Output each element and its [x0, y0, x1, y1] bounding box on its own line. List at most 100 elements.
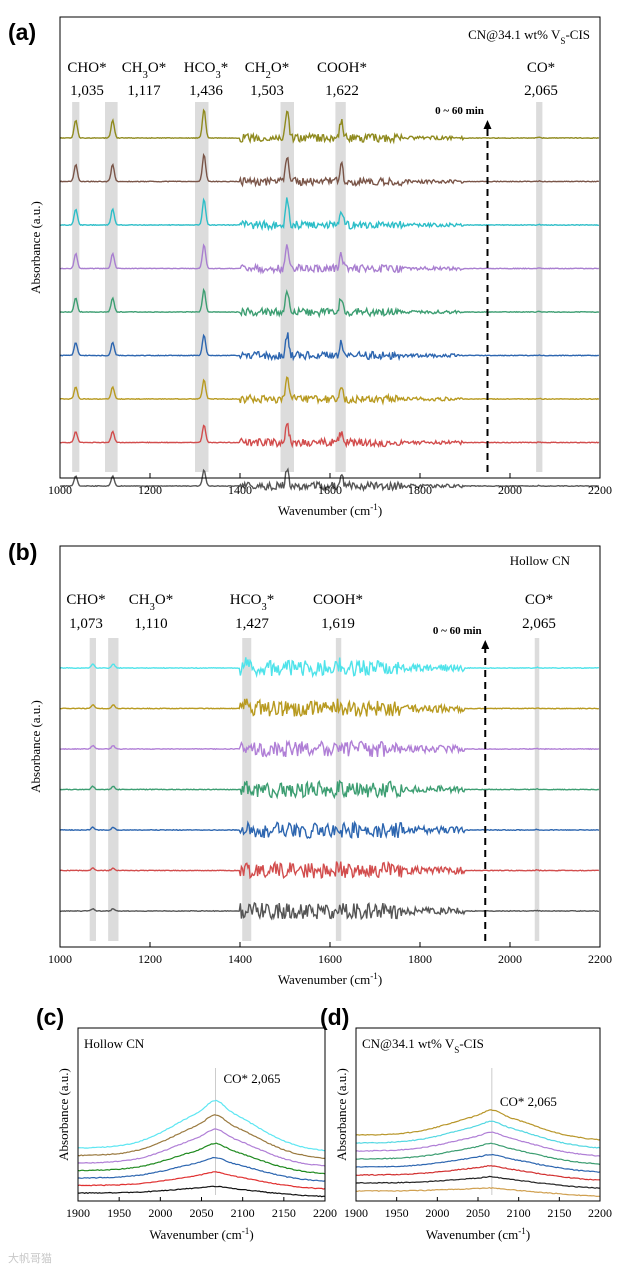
x-tick-label: 2150 — [547, 1206, 571, 1220]
peak-name-part: 3 — [143, 70, 148, 81]
panel-title: CN@34.1 wt% VS-CIS — [468, 27, 590, 46]
peak-band — [242, 638, 252, 941]
co-annotation: CO* 2,065 — [223, 1071, 280, 1086]
panel-label: (d) — [320, 1004, 349, 1030]
peak-name-part: CO* — [525, 592, 553, 608]
spectrum-line — [59, 820, 600, 840]
x-axis-label-part: ) — [526, 1227, 530, 1242]
peak-name-part: O* — [155, 592, 173, 608]
x-tick-label: 1000 — [48, 952, 72, 966]
spectrum-line — [355, 1109, 600, 1141]
peak-name-part: O* — [271, 60, 289, 76]
x-axis-label-part: -1 — [370, 971, 378, 981]
spectrum-line — [355, 1175, 600, 1189]
peak-name-part: O* — [148, 60, 166, 76]
panel-title: Hollow CN — [84, 1036, 145, 1051]
x-axis-label: Wavenumber (cm-1) — [278, 502, 382, 518]
x-tick-label: 1400 — [228, 952, 252, 966]
peak-name-part: COOH* — [313, 592, 363, 608]
peak-position: 1,503 — [250, 83, 284, 99]
panel-label: (c) — [36, 1004, 64, 1030]
panel-a: 1000 1200 1400 1600 1800 2000 2200 Wavenumber (… — [8, 16, 612, 518]
spectrum-line — [77, 1099, 326, 1152]
peak-name-part: HCO — [184, 60, 216, 76]
peak-name-part: CHO* — [67, 60, 106, 76]
spectrum-line — [355, 1142, 601, 1165]
peak-position: 1,436 — [189, 83, 223, 99]
peak-band — [72, 102, 80, 472]
spectrum-line — [59, 467, 599, 493]
panel-title-part: -CIS — [565, 27, 590, 42]
x-axis-label-part: ) — [249, 1227, 253, 1242]
x-axis-label-part: -1 — [242, 1226, 250, 1236]
y-axis-label: Absorbance (a.u.) — [56, 1068, 71, 1161]
x-axis-label-part: -1 — [518, 1226, 526, 1236]
peak-band — [280, 102, 294, 472]
x-tick-label: 2050 — [190, 1206, 214, 1220]
x-tick-label: 1000 — [48, 483, 72, 497]
x-tick-label: 2200 — [588, 483, 612, 497]
panel-title-part: S — [560, 36, 565, 46]
time-arrow-head — [481, 640, 490, 649]
peak-position: 1,110 — [134, 616, 167, 632]
spectrum-line — [59, 108, 600, 145]
spectrum-line — [355, 1153, 601, 1173]
x-axis-label-part: Wavenumber (cm — [278, 503, 370, 518]
spectrum-line — [59, 860, 599, 880]
spectrum-line — [355, 1164, 601, 1181]
peak-name-part: 3 — [215, 70, 220, 81]
panel-c: 1900 1950 2000 2050 2100 2150 2200 Wavenumber (… — [36, 1004, 337, 1242]
panel-title: Hollow CN — [510, 553, 571, 568]
spectrum-line — [77, 1128, 326, 1167]
peak-position: 1,073 — [69, 616, 103, 632]
peak-name: CH2O* — [245, 60, 289, 81]
peak-name-part: HCO — [230, 592, 262, 608]
panel-b: 1000 1200 1400 1600 1800 2000 2200 Wavenumber (… — [8, 539, 612, 987]
watermark: 大帆哥猫 — [8, 1251, 52, 1265]
peak-name-part: CO* — [527, 60, 555, 76]
spectrum-line — [78, 1156, 326, 1182]
x-tick-label: 2100 — [507, 1206, 531, 1220]
peak-name-part: CH — [122, 60, 143, 76]
spectrum-line — [59, 422, 600, 449]
peak-position: 2,065 — [522, 616, 556, 632]
panel-title: CN@34.1 wt% VS-CIS — [362, 1036, 484, 1055]
peak-name-part: * — [267, 592, 275, 608]
peak-name: CO* — [525, 592, 553, 608]
peak-position: 1,117 — [127, 83, 161, 99]
x-axis-label: Wavenumber (cm-1) — [278, 971, 382, 987]
x-tick-label: 2100 — [231, 1206, 255, 1220]
peak-name-part: 2 — [266, 70, 271, 81]
x-axis-label-part: ) — [378, 972, 382, 987]
spectrum-line — [59, 739, 600, 758]
peak-name-part: CHO* — [66, 592, 105, 608]
spectrum-line — [59, 287, 600, 319]
peak-name: HCO3* — [184, 60, 228, 81]
spectrum-line — [77, 1114, 325, 1160]
spectrum-line — [59, 332, 599, 362]
peak-name-part: 3 — [150, 602, 155, 613]
peak-band — [105, 102, 118, 472]
peak-position: 1,622 — [325, 83, 359, 99]
x-axis-label-part: ) — [378, 503, 382, 518]
x-tick-label: 1400 — [228, 483, 252, 497]
spectrum-line — [59, 657, 599, 679]
time-label: 0 ~ 60 min — [433, 625, 482, 637]
panel-title-part: CN@34.1 wt% V — [362, 1036, 455, 1051]
peak-name-part: CH — [129, 592, 150, 608]
peak-position: 2,065 — [524, 83, 558, 99]
x-axis-label: Wavenumber (cm-1) — [149, 1226, 253, 1242]
spectrum-line — [59, 376, 600, 406]
peak-band — [108, 638, 119, 941]
x-tick-label: 2200 — [588, 1206, 612, 1220]
peak-position: 1,035 — [70, 83, 104, 99]
x-tick-label: 1200 — [138, 483, 162, 497]
x-tick-label: 1200 — [138, 952, 162, 966]
peak-name: COOH* — [317, 60, 367, 76]
panel-title-part: CN@34.1 wt% V — [468, 27, 561, 42]
x-tick-label: 2050 — [466, 1206, 490, 1220]
peak-position: 1,619 — [321, 616, 355, 632]
peak-band — [89, 638, 96, 941]
peak-name-part: CH — [245, 60, 266, 76]
